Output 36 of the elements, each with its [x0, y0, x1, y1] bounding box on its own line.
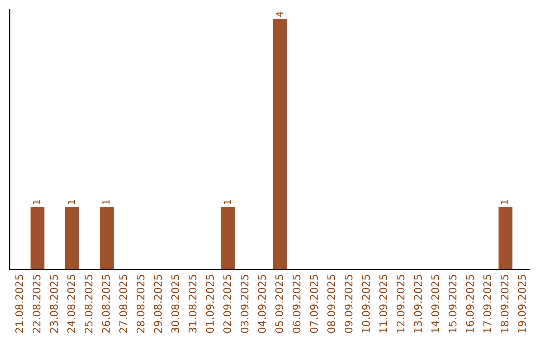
x-tick-label: 04.09.2025 — [258, 275, 266, 334]
x-tick-label: 02.09.2025 — [224, 275, 232, 334]
data-label: 1 — [102, 200, 110, 204]
x-tick-label: 19.09.2025 — [518, 275, 526, 333]
data-label: 1 — [68, 200, 76, 204]
x-tick-label: 23.08.2025 — [50, 275, 58, 334]
x-tick-label: 17.09.2025 — [484, 275, 492, 333]
x-tick-label: 06.09.2025 — [292, 275, 301, 334]
x-tick-label: 05.09.2025 — [276, 275, 284, 334]
x-tick-label: 26.08.2025 — [102, 275, 110, 334]
data-label: 4 — [276, 12, 284, 18]
x-tick-label: 22.08.2025 — [32, 275, 41, 334]
x-tick-label: 30.08.2025 — [172, 275, 180, 334]
x-tick-label: 29.08.2025 — [154, 275, 162, 334]
x-tick-label: 14.09.2025 — [432, 275, 440, 333]
x-tick-label: 16.09.2025 — [466, 275, 474, 333]
x-tick-label: 01.09.2025 — [206, 275, 214, 334]
x-tick-label: 07.09.2025 — [310, 275, 318, 334]
x-tick-label: 09.09.2025 — [344, 275, 353, 334]
x-tick-label: 24.08.2025 — [68, 275, 76, 334]
data-label: 1 — [501, 200, 508, 204]
x-tick-label: 27.08.2025 — [120, 275, 128, 334]
data-label: 1 — [224, 200, 232, 204]
x-tick-label: 21.08.2025 — [16, 275, 24, 334]
x-tick-label: 31.08.2025 — [188, 275, 197, 334]
x-tick-label: 03.09.2025 — [240, 275, 249, 334]
x-tick-label: 25.08.2025 — [84, 275, 93, 334]
x-tick-label: 18.09.2025 — [500, 275, 509, 333]
x-tick-label: 13.09.2025 — [414, 275, 422, 333]
x-tick-label: 15.09.2025 — [448, 275, 457, 333]
x-tick-label: 12.09.2025 — [396, 275, 405, 333]
x-tick-label: 08.09.2025 — [328, 275, 336, 334]
x-tick-label: 11.09.2025 — [380, 275, 388, 333]
x-tick-label: 10.09.2025 — [362, 275, 370, 333]
data-label: 1 — [33, 200, 40, 204]
x-tick-label: 28.08.2025 — [136, 275, 145, 334]
